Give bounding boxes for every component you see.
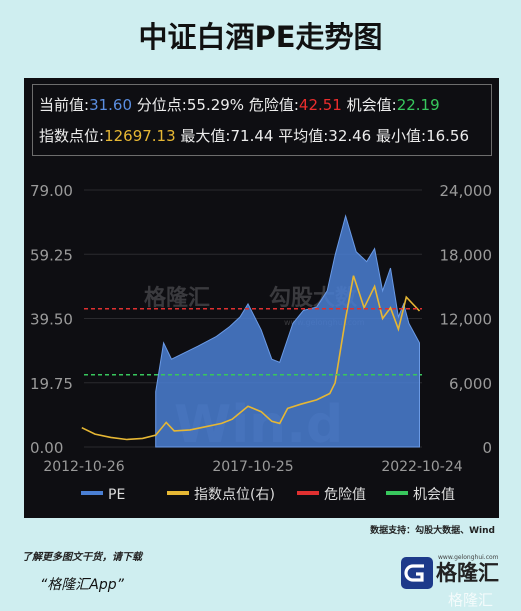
watermark-tag: 格隆汇 <box>448 591 494 609</box>
danger-value: 42.51 <box>298 96 342 114</box>
mean-value: 32.46 <box>328 127 372 145</box>
legend-label: PE <box>108 487 125 503</box>
watermark-brand: 格隆汇 <box>144 285 210 311</box>
logo-url: www.gelonghui.com <box>438 554 499 561</box>
chance-label: 机会值: <box>346 96 397 114</box>
x-tick-label: 2017-10-25 <box>212 459 293 475</box>
pe-chart: 79.00 24,000 59.25 18,000 39.50 12,000 19.75 6,… <box>30 182 493 503</box>
index-label: 指数点位: <box>39 127 105 145</box>
x-tick-label: 2022-10-24 <box>381 459 462 475</box>
stats-box: 当前值:31.60 分位点:55.29% 危险值:42.51 机会值:22.19… <box>32 84 492 156</box>
legend-swatch <box>386 491 408 495</box>
y-right-tick-label: 6,000 <box>449 375 492 393</box>
logo-icon <box>401 557 433 589</box>
danger-label: 危险值: <box>248 96 299 114</box>
index-value: 12697.13 <box>104 127 176 145</box>
y-right-tick-label: 0 <box>482 439 492 457</box>
y-left-tick-label: 79.00 <box>30 182 73 200</box>
legend-swatch <box>81 491 103 495</box>
legend-label: 机会值 <box>413 487 455 503</box>
brand-logo: www.gelonghui.com 格隆汇 <box>400 553 510 595</box>
y-left-tick-label: 39.50 <box>30 311 73 329</box>
legend-label: 危险值 <box>324 487 366 503</box>
legend-swatch <box>167 491 189 495</box>
chance-value: 22.19 <box>396 96 440 114</box>
min-label: 最小值: <box>376 127 427 145</box>
current-value: 31.60 <box>89 96 133 114</box>
y-right-tick-label: 12,000 <box>440 311 493 329</box>
logo-text: 格隆汇 <box>436 561 499 585</box>
x-tick-label: 2012-10-26 <box>43 459 124 475</box>
footer-app-name: “格隆汇App” <box>40 577 124 593</box>
index-line-series <box>81 275 421 441</box>
stats-row-1: 当前值:31.60 分位点:55.29% 危险值:42.51 机会值:22.19 <box>39 94 440 115</box>
percentile-value: 55.29% <box>186 96 245 114</box>
mean-label: 平均值: <box>278 127 329 145</box>
y-right-tick-label: 24,000 <box>440 182 493 200</box>
stats-row-2: 指数点位:12697.13 最大值:71.44 平均值:32.46 最小值:16… <box>39 125 469 146</box>
footer-note: 了解更多图文干货，请下载 <box>22 552 142 563</box>
max-value: 71.44 <box>230 127 274 145</box>
current-label: 当前值: <box>39 96 90 114</box>
page-title: 中证白酒PE走势图 <box>138 20 383 54</box>
legend-swatch <box>297 491 319 495</box>
max-label: 最大值: <box>180 127 231 145</box>
percentile-label: 分位点: <box>136 96 187 114</box>
legend-label: 指数点位(右) <box>194 487 275 503</box>
pe-area-series <box>155 214 420 448</box>
min-value: 16.56 <box>426 127 470 145</box>
y-left-tick-label: 19.75 <box>30 375 73 393</box>
y-right-tick-label: 18,000 <box>440 246 493 264</box>
y-left-tick-label: 59.25 <box>30 246 73 264</box>
data-source: 数据支持：勾股大数据、Wind <box>370 526 495 536</box>
y-left-tick-label: 0.00 <box>30 439 63 457</box>
